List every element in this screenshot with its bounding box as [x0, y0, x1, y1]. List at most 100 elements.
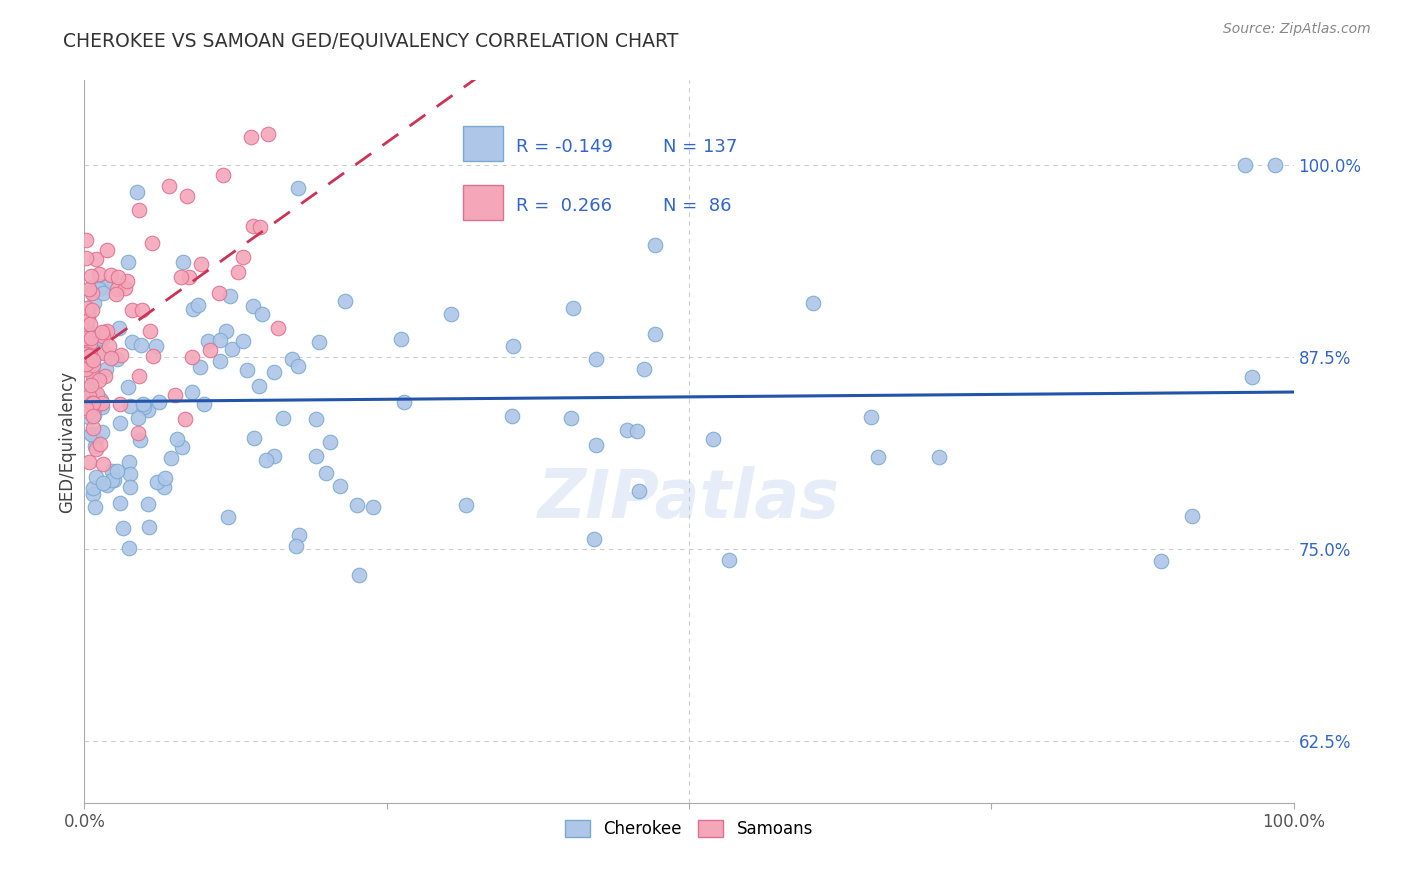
Point — [90, 278, 112, 293]
Point — [82, 487, 104, 501]
Point — [96, 362, 118, 376]
Point — [190, 257, 212, 271]
Point — [76, 342, 98, 356]
Point — [108, 320, 131, 334]
Point — [284, 539, 307, 553]
Point — [254, 453, 277, 467]
Point — [181, 350, 204, 364]
Point — [100, 268, 122, 282]
Point — [305, 411, 328, 425]
Point — [86, 387, 108, 401]
Point — [318, 435, 340, 450]
Point — [117, 380, 139, 394]
Point — [165, 388, 187, 402]
Point — [456, 498, 478, 512]
Point — [128, 369, 150, 384]
Point — [93, 369, 115, 384]
Point — [82, 353, 104, 368]
Point — [231, 334, 253, 349]
Point — [80, 279, 103, 293]
Point — [644, 237, 666, 252]
Point — [75, 331, 97, 345]
Point — [75, 356, 97, 370]
Point — [266, 321, 288, 335]
Point — [105, 464, 128, 478]
Point — [180, 384, 202, 399]
Point — [644, 327, 666, 342]
Point — [117, 541, 139, 555]
Point — [148, 395, 170, 409]
Point — [257, 127, 280, 141]
Point — [82, 409, 104, 423]
Point — [89, 373, 111, 387]
Point — [91, 329, 114, 343]
Point — [215, 324, 238, 338]
Point — [120, 480, 142, 494]
Point — [859, 409, 882, 424]
Point — [159, 451, 181, 466]
Point — [91, 475, 114, 490]
Point — [127, 410, 149, 425]
Point — [75, 233, 97, 247]
Point — [84, 389, 107, 403]
Point — [176, 189, 198, 203]
Point — [80, 351, 103, 365]
Point — [502, 339, 524, 353]
Point — [115, 274, 138, 288]
Point — [232, 251, 254, 265]
Point — [288, 528, 311, 542]
Point — [90, 332, 112, 346]
Point — [718, 553, 741, 567]
Point — [263, 449, 285, 463]
Point — [361, 500, 384, 514]
Point — [84, 470, 107, 484]
Point — [132, 401, 155, 415]
Point — [127, 425, 149, 440]
Point — [501, 409, 523, 423]
Point — [142, 349, 165, 363]
Point — [138, 520, 160, 534]
Point — [101, 473, 124, 487]
Point — [84, 439, 107, 453]
Point — [131, 303, 153, 318]
Point — [82, 395, 104, 409]
Point — [110, 397, 132, 411]
Point — [304, 449, 326, 463]
Point — [77, 307, 100, 321]
Point — [129, 433, 152, 447]
Point — [866, 450, 889, 464]
Point — [77, 404, 100, 418]
Point — [128, 203, 150, 218]
Point — [76, 301, 98, 315]
Point — [77, 310, 100, 325]
Point — [79, 410, 101, 425]
Point — [96, 477, 118, 491]
Point — [125, 186, 148, 200]
Point — [153, 479, 176, 493]
Point — [335, 294, 357, 309]
Point — [562, 301, 585, 316]
Point — [240, 130, 263, 145]
Point — [616, 423, 638, 437]
Point — [83, 409, 105, 423]
Point — [252, 308, 274, 322]
Point — [219, 288, 242, 302]
Point — [121, 334, 143, 349]
Legend: Cherokee, Samoans: Cherokee, Samoans — [558, 814, 820, 845]
Point — [107, 270, 129, 285]
Point — [93, 285, 115, 300]
Point — [193, 397, 215, 411]
Point — [76, 354, 98, 368]
Point — [75, 357, 97, 371]
Point — [75, 358, 97, 372]
Point — [79, 389, 101, 403]
Point — [90, 325, 112, 339]
Point — [79, 317, 101, 331]
Point — [96, 280, 118, 294]
Point — [141, 235, 163, 250]
Point — [585, 351, 607, 366]
Point — [98, 339, 121, 353]
Point — [120, 467, 142, 482]
Point — [100, 464, 122, 478]
Point — [83, 368, 105, 383]
